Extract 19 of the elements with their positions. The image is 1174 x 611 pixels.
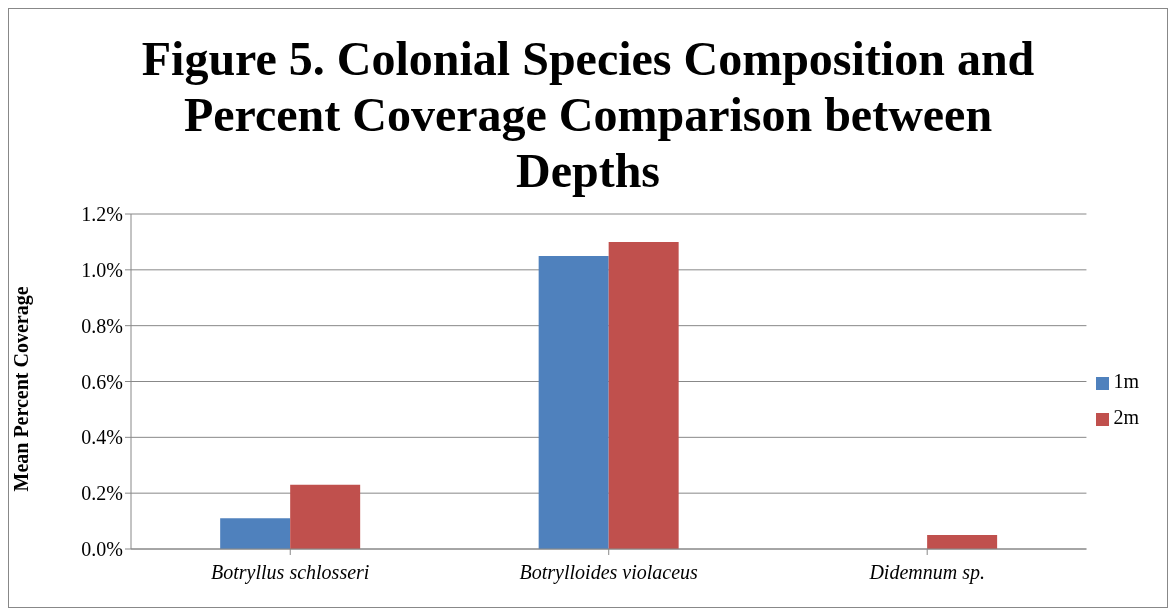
x-tick-label: Botryllus schlosseri xyxy=(211,561,370,584)
chart-title: Figure 5. Colonial Species Composition and Percent Coverage Comparison between Depths xyxy=(140,31,1036,199)
y-tick-label: 0.4% xyxy=(81,426,123,449)
bar xyxy=(608,241,679,549)
y-tick-label: 0.6% xyxy=(81,370,123,393)
bar xyxy=(927,535,998,549)
y-tick-label: 0.0% xyxy=(81,538,123,561)
y-axis-title: Mean Percent Coverage xyxy=(10,286,34,492)
bar xyxy=(538,255,609,549)
x-tick-label: Botrylloides violaceus xyxy=(519,561,699,584)
bar xyxy=(290,484,361,549)
bar xyxy=(220,518,291,549)
y-tick-label: 0.2% xyxy=(81,482,123,505)
legend-label: 2m xyxy=(1113,406,1139,428)
y-tick-label: 0.8% xyxy=(81,314,123,337)
y-tick-label: 1.2% xyxy=(81,203,123,226)
legend-label: 1m xyxy=(1113,370,1139,392)
x-tick-label: Didemnum sp. xyxy=(868,561,985,584)
y-tick-label: 1.0% xyxy=(81,258,123,281)
